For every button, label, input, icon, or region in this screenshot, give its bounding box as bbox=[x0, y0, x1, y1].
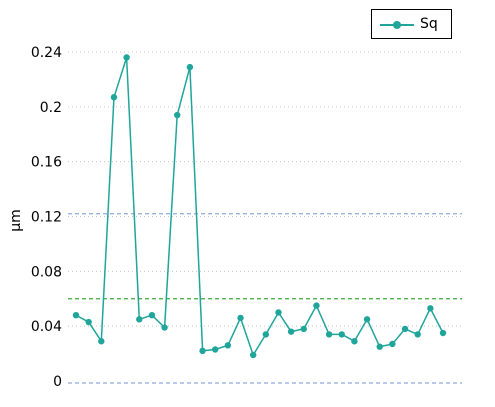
data-point bbox=[338, 331, 345, 338]
data-point bbox=[174, 111, 181, 119]
legend-label-sq: Sq bbox=[420, 16, 438, 32]
data-point bbox=[439, 329, 447, 337]
data-point bbox=[199, 347, 206, 355]
data-point bbox=[401, 325, 409, 333]
data-point bbox=[85, 318, 92, 326]
data-point bbox=[325, 331, 333, 338]
data-point bbox=[287, 328, 295, 335]
data-point bbox=[300, 325, 307, 333]
data-point bbox=[389, 340, 396, 348]
data-point bbox=[123, 54, 130, 61]
data-point bbox=[275, 309, 282, 316]
data-point bbox=[313, 302, 320, 309]
y-tick-label: 0.12 bbox=[31, 210, 62, 226]
data-point bbox=[249, 351, 257, 359]
y-axis-title: µm bbox=[8, 209, 24, 232]
data-point bbox=[224, 342, 232, 349]
data-point bbox=[148, 312, 156, 319]
data-point bbox=[72, 312, 80, 319]
y-tick-label: 0.08 bbox=[31, 264, 62, 280]
data-point bbox=[237, 314, 244, 322]
data-point bbox=[212, 346, 219, 353]
y-tick-label: 0.2 bbox=[40, 100, 62, 116]
legend-marker-sq bbox=[393, 21, 401, 29]
data-point bbox=[110, 94, 118, 101]
y-tick-label: 0.16 bbox=[31, 155, 62, 171]
series-line-sq bbox=[75, 57, 444, 357]
y-tick-label: 0.24 bbox=[31, 45, 62, 61]
data-point bbox=[262, 331, 270, 338]
data-point bbox=[161, 324, 168, 331]
y-tick-label: 0.04 bbox=[31, 319, 62, 335]
data-point bbox=[363, 316, 371, 323]
y-tick-label: 0 bbox=[53, 374, 62, 390]
data-point bbox=[351, 338, 358, 345]
data-point bbox=[427, 305, 434, 312]
data-point bbox=[376, 343, 383, 350]
data-point bbox=[98, 338, 105, 345]
data-point bbox=[186, 63, 194, 71]
legend: Sq bbox=[371, 9, 452, 39]
data-point bbox=[414, 331, 421, 338]
data-point bbox=[136, 316, 143, 323]
